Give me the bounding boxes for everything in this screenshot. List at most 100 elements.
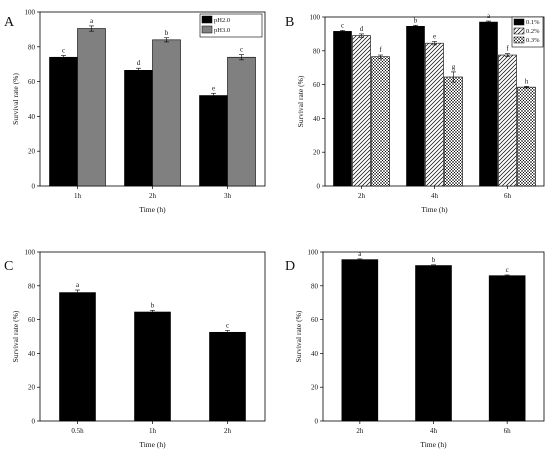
bar bbox=[209, 331, 246, 422]
y-tick-label: 80 bbox=[313, 47, 321, 55]
y-tick-label: 20 bbox=[313, 149, 321, 157]
bar bbox=[59, 292, 96, 422]
significance-letter: f bbox=[379, 46, 382, 54]
panel-letter: C bbox=[4, 259, 13, 274]
significance-letter: c bbox=[226, 322, 229, 330]
x-tick-label: 6h bbox=[504, 192, 512, 200]
y-tick-label: 0 bbox=[32, 418, 36, 426]
bar bbox=[124, 69, 153, 187]
bar bbox=[341, 259, 379, 422]
y-tick-label: 0 bbox=[32, 183, 36, 191]
y-tick-label: 20 bbox=[28, 148, 36, 156]
bar bbox=[406, 25, 425, 187]
x-tick-label: 1h bbox=[149, 427, 157, 435]
y-axis-title: Survival rate (%) bbox=[294, 310, 303, 362]
x-tick-label: 3h bbox=[224, 192, 232, 200]
y-tick-label: 80 bbox=[28, 282, 36, 290]
panel-letter: A bbox=[4, 15, 15, 30]
x-axis-title: Time (h) bbox=[420, 440, 447, 449]
panel-letter: D bbox=[285, 259, 295, 274]
bar bbox=[227, 56, 256, 187]
significance-letter: b bbox=[151, 301, 155, 309]
y-tick-label: 20 bbox=[28, 384, 36, 392]
bar bbox=[415, 265, 452, 422]
x-tick-label: 0.5h bbox=[71, 427, 84, 435]
y-tick-label: 40 bbox=[28, 350, 36, 358]
y-tick-label: 80 bbox=[28, 43, 36, 51]
chart-panel-b: B 0 20 40 60 80 100 Survival rate (%) Time (h) 2h… bbox=[285, 12, 545, 214]
significance-letter: c bbox=[506, 266, 509, 274]
y-tick-label: 40 bbox=[311, 350, 319, 358]
significance-letter: c bbox=[341, 21, 344, 29]
significance-letter: b bbox=[165, 29, 169, 37]
y-tick-label: 80 bbox=[311, 282, 319, 290]
significance-letter: c bbox=[62, 47, 65, 55]
legend-swatch bbox=[513, 27, 525, 35]
chart-panel-d: D 0 20 40 60 80 100 Survival rate (%) Time (h) 2h… bbox=[285, 249, 545, 449]
legend-box bbox=[199, 13, 263, 38]
bar bbox=[479, 21, 498, 187]
legend: pH2.0 pH3.0 bbox=[199, 13, 263, 38]
legend-label: pH3.0 bbox=[214, 27, 230, 34]
significance-letter: d bbox=[360, 25, 364, 33]
y-tick-label: 60 bbox=[28, 316, 36, 324]
bar bbox=[49, 56, 78, 187]
x-axis-title: Time (h) bbox=[139, 205, 166, 214]
y-tick-label: 100 bbox=[25, 9, 36, 17]
y-tick-label: 20 bbox=[311, 384, 319, 392]
y-tick-label: 40 bbox=[28, 113, 36, 121]
x-axis-title: Time (h) bbox=[139, 440, 166, 449]
legend-label: 0.2% bbox=[526, 28, 540, 35]
significance-letter: b bbox=[432, 256, 436, 264]
x-tick-label: 6h bbox=[504, 427, 512, 435]
x-tick-label: 2h bbox=[224, 427, 232, 435]
significance-letter: f bbox=[506, 45, 509, 53]
x-tick-label: 2h bbox=[358, 192, 366, 200]
bar bbox=[333, 31, 352, 187]
significance-letter: c bbox=[240, 46, 243, 54]
legend-label: 0.3% bbox=[526, 37, 540, 44]
legend-swatch bbox=[201, 15, 213, 24]
bar bbox=[498, 54, 517, 187]
significance-letter: a bbox=[76, 281, 80, 289]
significance-letter: a bbox=[487, 12, 491, 20]
y-tick-label: 100 bbox=[308, 249, 319, 257]
y-axis-title: Survival rate (%) bbox=[11, 310, 20, 362]
y-axis-title: Survival rate (%) bbox=[296, 75, 305, 127]
legend: 0.1% 0.2% 0.3% bbox=[511, 16, 544, 48]
panels: A 0 20 40 60 80 100 Survival rate (%) Time (h) 1h… bbox=[4, 9, 545, 449]
significance-letter: a bbox=[90, 17, 94, 25]
x-tick-label: 1h bbox=[74, 192, 82, 200]
y-axis-title: Survival rate (%) bbox=[11, 73, 20, 125]
legend-swatch bbox=[513, 18, 525, 26]
legend-swatch bbox=[201, 25, 213, 34]
significance-letter: d bbox=[137, 59, 141, 67]
bar bbox=[199, 95, 228, 187]
bar bbox=[152, 39, 181, 187]
significance-letter: g bbox=[452, 63, 456, 71]
significance-letter: a bbox=[358, 250, 362, 258]
bar bbox=[517, 86, 536, 187]
bar bbox=[425, 42, 444, 187]
significance-letter: b bbox=[414, 16, 418, 24]
significance-letter: h bbox=[525, 77, 529, 85]
y-tick-label: 100 bbox=[310, 14, 321, 22]
y-tick-label: 0 bbox=[315, 418, 319, 426]
legend-label: 0.1% bbox=[526, 19, 540, 26]
x-tick-label: 4h bbox=[430, 427, 438, 435]
x-tick-label: 2h bbox=[356, 427, 364, 435]
chart-panel-a: A 0 20 40 60 80 100 Survival rate (%) Time (h) 1h… bbox=[4, 9, 266, 214]
bar bbox=[444, 76, 463, 187]
legend-swatch bbox=[513, 36, 525, 44]
x-tick-label: 4h bbox=[431, 192, 439, 200]
y-tick-label: 0 bbox=[317, 183, 321, 191]
x-axis-title: Time (h) bbox=[421, 205, 448, 214]
panel-letter: B bbox=[285, 15, 294, 30]
y-tick-label: 60 bbox=[313, 81, 321, 89]
x-tick-label: 2h bbox=[149, 192, 157, 200]
bar bbox=[134, 311, 171, 422]
y-tick-label: 100 bbox=[25, 249, 36, 257]
legend-label: pH2.0 bbox=[214, 17, 230, 24]
y-tick-label: 40 bbox=[313, 115, 321, 123]
